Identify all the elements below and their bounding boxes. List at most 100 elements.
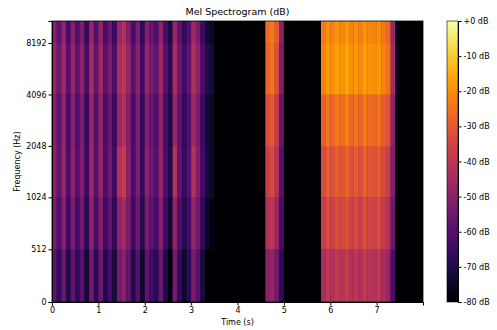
cell xyxy=(386,21,391,43)
cell xyxy=(117,197,122,249)
cell xyxy=(219,146,224,198)
cell xyxy=(381,146,386,198)
cell xyxy=(103,94,108,146)
plot-frame xyxy=(52,21,423,302)
cell xyxy=(395,249,400,302)
cell xyxy=(71,94,76,146)
cell xyxy=(377,249,382,302)
cell xyxy=(381,21,386,43)
cell xyxy=(335,43,340,95)
cell xyxy=(404,197,409,249)
y-tick-label: 4096 xyxy=(26,91,46,100)
cell xyxy=(284,146,289,198)
cell xyxy=(108,197,113,249)
cell xyxy=(344,43,349,95)
cell xyxy=(94,146,99,198)
cell xyxy=(131,94,136,146)
cell xyxy=(270,94,275,146)
cell xyxy=(344,197,349,249)
cell xyxy=(340,21,345,43)
y-tick-mark xyxy=(49,94,53,95)
cell xyxy=(326,43,331,95)
cell xyxy=(200,249,205,302)
y-tick: 0 xyxy=(41,298,52,307)
cell xyxy=(367,21,372,43)
cell xyxy=(122,94,127,146)
x-tick-mark xyxy=(145,302,146,306)
cell xyxy=(293,249,298,302)
cell xyxy=(409,197,414,249)
cell xyxy=(358,197,363,249)
cell xyxy=(66,197,71,249)
cell xyxy=(57,43,62,95)
cell xyxy=(80,43,85,95)
cell xyxy=(168,146,173,198)
cell xyxy=(261,249,266,302)
cell xyxy=(381,43,386,95)
cell xyxy=(247,94,252,146)
cell xyxy=(358,94,363,146)
cell xyxy=(145,249,150,302)
cell xyxy=(367,249,372,302)
cell xyxy=(409,21,414,43)
cell xyxy=(247,21,252,43)
cell xyxy=(94,94,99,146)
cell xyxy=(238,94,243,146)
heatmap-cells xyxy=(52,21,423,302)
cell xyxy=(117,249,122,302)
cell xyxy=(256,197,261,249)
cell xyxy=(279,94,284,146)
cell xyxy=(330,43,335,95)
cell xyxy=(270,249,275,302)
cell xyxy=(363,197,368,249)
x-axis-line xyxy=(53,303,424,306)
cell xyxy=(251,21,256,43)
cell xyxy=(233,21,238,43)
cell xyxy=(335,94,340,146)
cell xyxy=(404,146,409,198)
cell xyxy=(293,146,298,198)
cell xyxy=(409,43,414,95)
cell xyxy=(205,197,210,249)
y-tick-mark xyxy=(49,146,53,147)
cell xyxy=(358,249,363,302)
x-tick-label: 7 xyxy=(375,306,380,315)
cell xyxy=(284,21,289,43)
cell xyxy=(414,197,419,249)
cell xyxy=(391,43,396,95)
cell xyxy=(154,197,159,249)
cell xyxy=(400,249,405,302)
cell xyxy=(224,43,229,95)
cell xyxy=(75,146,80,198)
cell xyxy=(168,94,173,146)
cell xyxy=(326,94,331,146)
cell xyxy=(353,249,358,302)
cell xyxy=(140,249,145,302)
cell xyxy=(400,21,405,43)
colorbar-tick: -60 dB xyxy=(458,228,490,237)
cell xyxy=(344,94,349,146)
cell xyxy=(224,21,229,43)
cell xyxy=(108,146,113,198)
cell xyxy=(80,197,85,249)
cell xyxy=(71,197,76,249)
cell xyxy=(251,249,256,302)
colorbar-tick-label: -20 dB xyxy=(464,87,490,96)
cell xyxy=(395,21,400,43)
cell xyxy=(80,21,85,43)
cell xyxy=(168,21,173,43)
cell xyxy=(186,146,191,198)
cell xyxy=(386,43,391,95)
cell xyxy=(418,197,423,249)
cell xyxy=(265,249,270,302)
cell xyxy=(391,197,396,249)
cell xyxy=(238,197,243,249)
cell xyxy=(89,21,94,43)
cell xyxy=(103,146,108,198)
cell xyxy=(177,43,182,95)
cell xyxy=(289,94,294,146)
cell xyxy=(182,21,187,43)
cell xyxy=(84,146,89,198)
cell xyxy=(112,94,117,146)
cell xyxy=(145,197,150,249)
